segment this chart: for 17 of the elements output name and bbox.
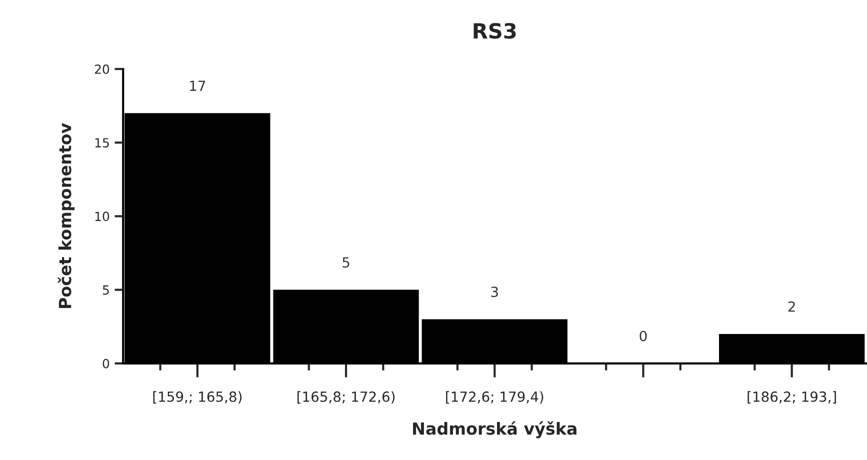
y-axis-title: Počet komponentov	[58, 123, 75, 308]
x-tick-label: [186,2; 193,]	[748, 391, 836, 404]
y-tick-label: 15	[95, 138, 109, 148]
y-tick-label: 5	[102, 285, 109, 295]
data-label: 17	[190, 80, 206, 91]
y-tick-label: 0	[102, 358, 110, 368]
data-label: 0	[640, 330, 647, 342]
data-label: 3	[491, 286, 498, 298]
y-tick-label: 20	[94, 64, 110, 74]
x-tick-label: [172,6; 179,4)	[446, 391, 544, 404]
x-tick-label: [159,; 165,8)	[153, 391, 242, 404]
chart-title: RS3	[474, 22, 516, 39]
data-label: 5	[342, 257, 350, 268]
x-axis-title: Nadmorská výška	[413, 421, 576, 438]
data-label: 2	[788, 301, 795, 312]
y-tick-label: 10	[95, 212, 110, 222]
x-tick-label: [165,8; 172,6)	[297, 391, 395, 404]
